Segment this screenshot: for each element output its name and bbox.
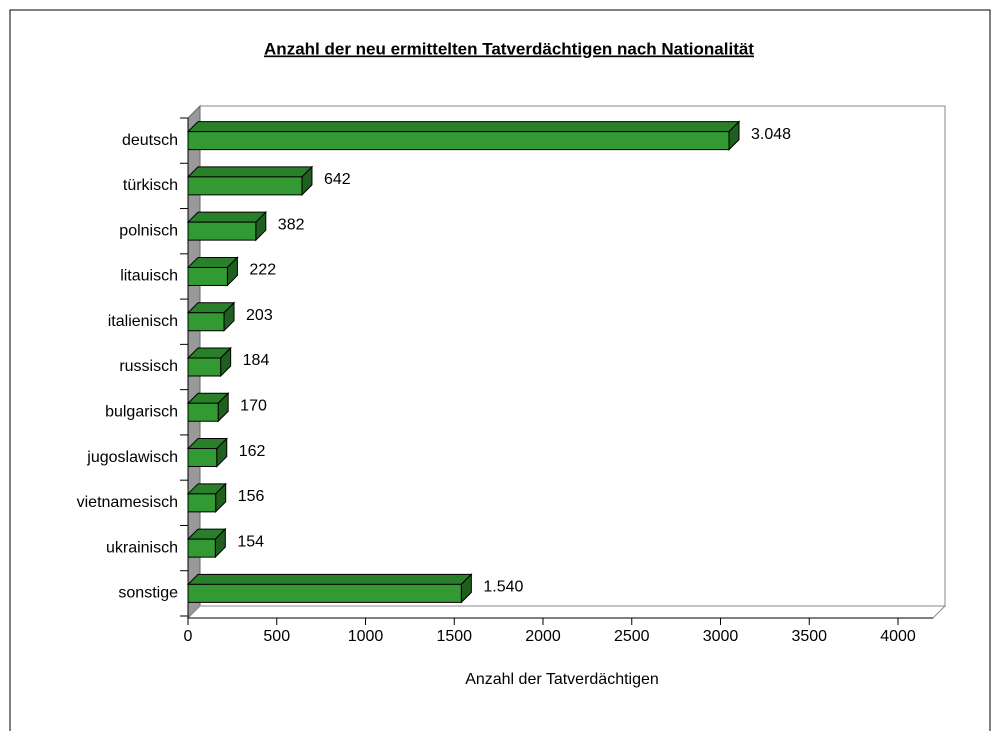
bar bbox=[186, 437, 228, 468]
value-label: 1.540 bbox=[483, 579, 523, 596]
bar-top bbox=[186, 573, 473, 585]
bar-front bbox=[187, 266, 228, 286]
bar bbox=[186, 346, 232, 378]
bar-front bbox=[187, 312, 225, 332]
bar-front bbox=[187, 448, 218, 468]
y-tick-label: vietnamesisch bbox=[77, 494, 178, 511]
y-tick-label: türkisch bbox=[123, 177, 178, 194]
bar-front bbox=[187, 538, 216, 558]
value-label: 222 bbox=[249, 262, 276, 279]
bar bbox=[186, 573, 473, 604]
value-label: 3.048 bbox=[751, 126, 791, 143]
value-label: 154 bbox=[237, 533, 264, 550]
bar-front bbox=[187, 357, 222, 377]
bar-front bbox=[187, 221, 257, 241]
value-label: 382 bbox=[278, 216, 305, 233]
value-label: 170 bbox=[240, 397, 267, 414]
bar-front bbox=[187, 583, 462, 603]
bar bbox=[186, 392, 230, 423]
x-tick-label: 0 bbox=[184, 628, 193, 645]
x-tick-label: 2500 bbox=[614, 628, 650, 645]
floor bbox=[186, 605, 947, 619]
bar bbox=[186, 482, 227, 514]
x-tick-label: 3000 bbox=[703, 628, 739, 645]
x-axis-title: Anzahl der Tatverdächtigen bbox=[465, 671, 659, 688]
y-tick-label: bulgarisch bbox=[105, 403, 178, 420]
frame bbox=[9, 9, 991, 731]
bar-front bbox=[187, 131, 730, 151]
x-tick-label: 4000 bbox=[880, 628, 916, 645]
x-tick-label: 3500 bbox=[791, 628, 827, 645]
bar bbox=[186, 527, 227, 559]
y-tick-label: deutsch bbox=[122, 132, 178, 149]
bar-front bbox=[187, 402, 219, 422]
bar bbox=[186, 120, 741, 151]
y-tick-label: italienisch bbox=[108, 313, 178, 330]
x-tick-label: 1500 bbox=[436, 628, 472, 645]
x-tick-label: 1000 bbox=[348, 628, 384, 645]
y-tick-label: ukrainisch bbox=[106, 539, 178, 556]
value-label: 642 bbox=[324, 171, 351, 188]
bar-top bbox=[186, 211, 268, 223]
x-tick-label: 2000 bbox=[525, 628, 561, 645]
bar bbox=[186, 301, 236, 332]
y-tick-label: jugoslawisch bbox=[86, 449, 178, 466]
bar-top bbox=[186, 166, 314, 178]
value-label: 156 bbox=[238, 488, 265, 505]
bar bbox=[186, 165, 314, 197]
bar-top bbox=[186, 121, 741, 133]
y-tick-label: polnisch bbox=[119, 222, 178, 239]
bar bbox=[186, 256, 239, 287]
bar-front bbox=[187, 493, 217, 513]
y-tick-label: russisch bbox=[119, 358, 178, 375]
x-tick-label: 500 bbox=[263, 628, 290, 645]
bar bbox=[186, 210, 268, 242]
bar-front bbox=[187, 176, 303, 196]
chart-title: Anzahl der neu ermittelten Tatverdächtig… bbox=[264, 39, 754, 58]
y-tick-label: litauisch bbox=[120, 268, 178, 285]
y-tick-label: sonstige bbox=[118, 585, 178, 602]
value-label: 203 bbox=[246, 307, 273, 324]
value-label: 184 bbox=[243, 352, 270, 369]
value-label: 162 bbox=[239, 443, 266, 460]
